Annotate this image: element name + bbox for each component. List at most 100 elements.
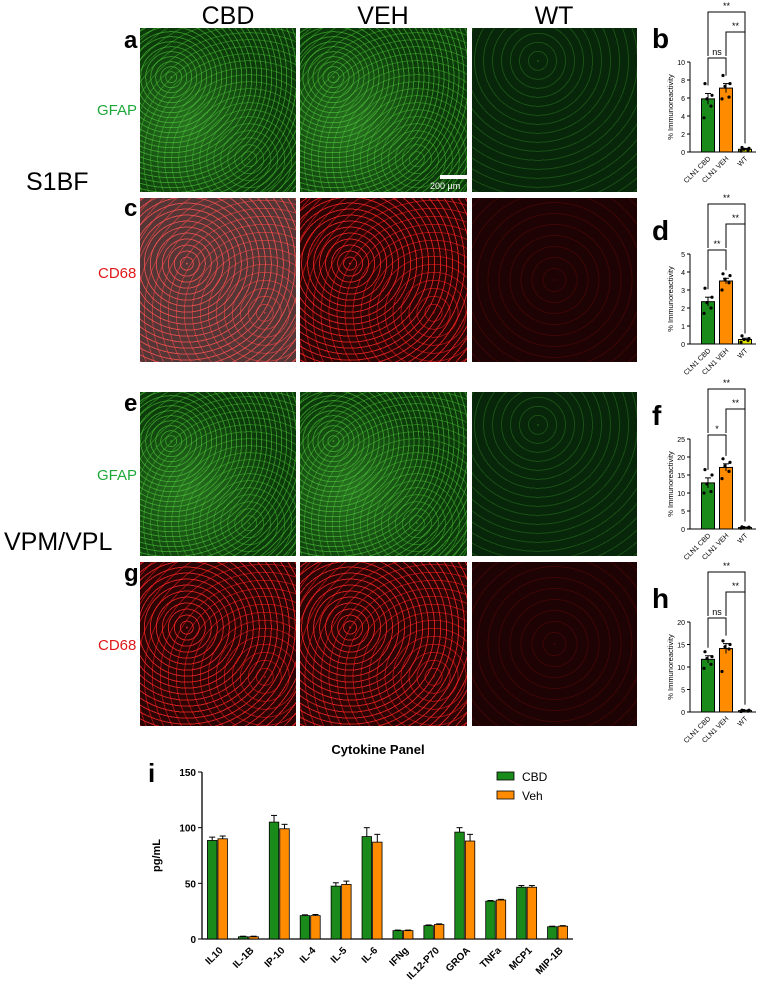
column-header-wt: WT — [534, 2, 574, 30]
data-point — [747, 708, 751, 712]
region-label-vpm-vpl: VPM/VPL — [4, 528, 113, 556]
y-tick-label: 150 — [179, 768, 196, 779]
bar-cbd-il-4 — [299, 915, 311, 940]
y-tick-label: 100 — [179, 824, 196, 835]
data-point — [728, 274, 732, 278]
x-tick-label: GROA — [444, 945, 473, 974]
y-axis-label: % Immunoreactivity — [666, 451, 675, 517]
micrograph-e-veh — [300, 392, 467, 556]
data-point — [703, 468, 707, 472]
data-point — [709, 306, 713, 310]
significance-bracket — [707, 434, 727, 470]
y-tick-label: 2 — [681, 306, 685, 313]
column-header-veh: VEH — [357, 2, 409, 30]
panel-letter: i — [148, 758, 155, 788]
data-point — [723, 645, 727, 649]
micrograph-c-wt — [472, 198, 637, 362]
data-point — [702, 666, 706, 670]
significance-bracket — [707, 571, 746, 705]
data-point — [740, 145, 744, 150]
data-point — [709, 104, 713, 108]
x-tick-label: IL12-P70 — [405, 945, 442, 982]
micrograph-g-wt — [472, 562, 637, 726]
data-point — [705, 656, 709, 661]
data-point — [723, 464, 727, 468]
data-point — [710, 93, 714, 97]
significance-label: * — [715, 424, 719, 434]
y-tick-label: 5 — [681, 688, 685, 695]
panel-letter-a: a — [124, 27, 138, 54]
data-point — [739, 149, 743, 153]
significance-label: ** — [723, 1, 731, 11]
bar-cbd-il10 — [207, 840, 218, 940]
y-tick-label: 50 — [185, 879, 197, 890]
data-point — [747, 146, 751, 150]
x-tick-label: MIP-1B — [534, 945, 566, 977]
significance-label: ** — [723, 378, 731, 388]
bar-veh-il-5 — [341, 884, 352, 940]
y-tick-label: 20 — [677, 620, 685, 627]
data-point — [703, 82, 707, 86]
x-tick-label: WT — [737, 347, 750, 360]
data-point — [740, 525, 744, 529]
y-tick-label: 10 — [677, 665, 685, 672]
significance-label: ** — [713, 239, 721, 249]
bar-cln1-veh — [719, 648, 733, 713]
x-tick-label: IL-6 — [360, 945, 381, 966]
bar-cbd-mcp1 — [516, 886, 527, 940]
data-point — [720, 669, 724, 674]
x-tick-label: IL-5 — [329, 945, 350, 966]
chart-i: Cytokine Panel i 0 50 100 150 pg/mL IL10 IL-1B IP… — [148, 742, 573, 982]
x-tick-label: WT — [737, 532, 750, 545]
bar-cln1-cbd — [701, 98, 715, 153]
y-tick-label: 0 — [681, 710, 685, 717]
x-tick-label: IL10 — [204, 945, 226, 967]
y-tick-label: 15 — [677, 643, 685, 650]
x-tick-label: MCP1 — [507, 945, 535, 973]
bar-cbd-groa — [454, 831, 465, 940]
stain-label-cd68: CD68 — [98, 637, 137, 654]
y-tick-label: 0 — [681, 342, 685, 349]
y-tick-label: 10 — [677, 491, 685, 498]
data-point — [709, 662, 713, 666]
data-point — [728, 642, 732, 647]
significance-label: ns — [712, 47, 722, 57]
data-point — [703, 286, 707, 290]
significance-label: ** — [723, 561, 731, 571]
bar-veh-groa — [464, 840, 476, 940]
bar-cln1-cbd — [701, 482, 715, 530]
significance-label: ** — [732, 581, 740, 591]
bar-cbd-mip-1b — [547, 926, 558, 940]
scale-bar-label: 200 µm — [430, 181, 461, 191]
data-point — [703, 650, 707, 654]
panel-letter-c: c — [124, 195, 138, 222]
bar-veh-il12-p70 — [433, 924, 445, 940]
data-point — [720, 477, 724, 481]
legend-label-veh: Veh — [522, 789, 543, 803]
y-tick-label: 1 — [681, 324, 685, 331]
data-point — [702, 491, 706, 495]
y-tick-label: 5 — [681, 509, 685, 516]
significance-bracket — [707, 249, 727, 290]
micrograph-e-wt — [472, 392, 637, 556]
significance-bracket — [707, 203, 746, 334]
data-point — [739, 340, 743, 344]
data-point — [721, 73, 725, 78]
y-tick-label: 10 — [677, 60, 685, 67]
significance-label: ** — [723, 193, 731, 203]
column-header-cbd: CBD — [201, 2, 255, 30]
panel-letter-e: e — [124, 390, 138, 417]
bar-cbd-il-6 — [361, 836, 372, 940]
y-axis-label: % Immunoreactivity — [666, 74, 675, 140]
legend-swatch-cbd — [496, 771, 515, 781]
legend-swatch-veh — [496, 790, 515, 800]
significance-bracket — [707, 11, 746, 144]
stain-label-cd68: CD68 — [98, 265, 137, 282]
x-tick-label: IP-10 — [263, 945, 288, 970]
data-point — [710, 295, 714, 299]
y-tick-label: 0 — [190, 935, 196, 946]
